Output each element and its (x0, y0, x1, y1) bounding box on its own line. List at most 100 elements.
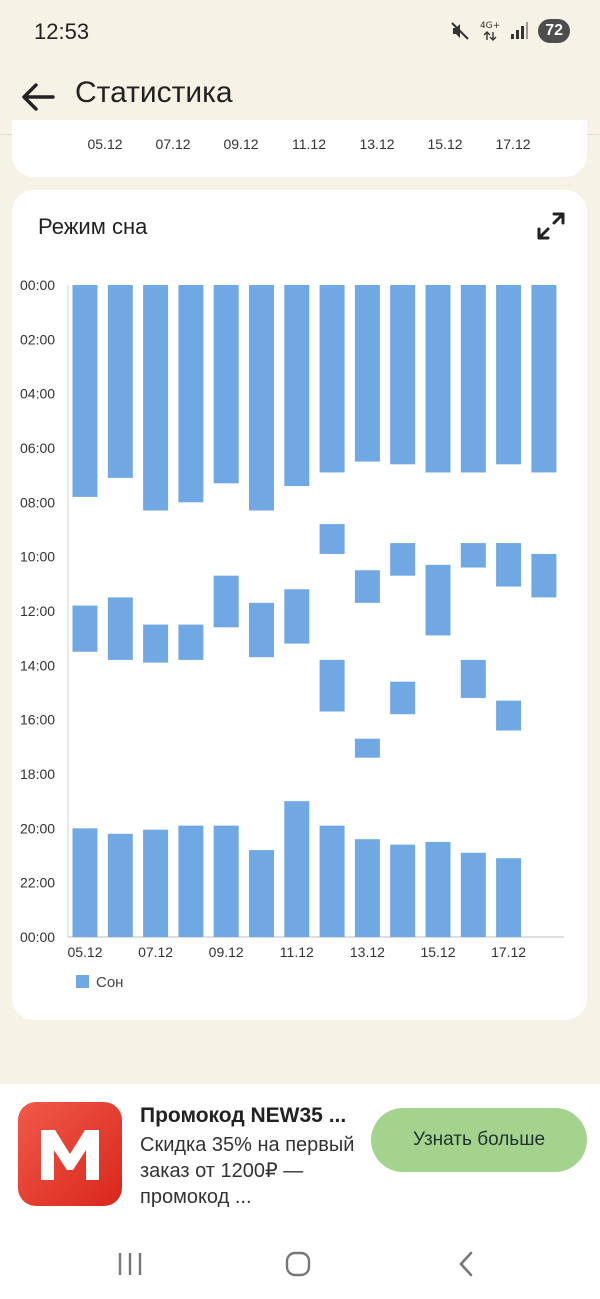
x-tick-label: 09.12 (209, 944, 244, 960)
ad-learn-more-button[interactable]: Узнать больше (371, 1108, 587, 1172)
arrow-left-icon (22, 83, 55, 111)
recent-apps-icon (118, 1253, 142, 1275)
back-nav-button[interactable] (446, 1247, 486, 1281)
sleep-bar (460, 852, 486, 937)
sleep-bar (354, 570, 380, 603)
network-icon: 4G+ (479, 20, 501, 41)
sleep-bar (496, 858, 522, 937)
sleep-bar (178, 285, 204, 503)
sleep-bar (107, 285, 133, 478)
sleep-bar (460, 543, 486, 568)
x-tick-label: 11.12 (280, 944, 314, 960)
sleep-card-title: Режим сна (38, 214, 148, 239)
sleep-bar (284, 801, 310, 937)
sleep-bar (178, 825, 204, 937)
previous-chart-card: 05.12 07.12 09.12 11.12 13.12 15.12 17.12 (12, 120, 587, 177)
previous-chart-x-label: 15.12 (427, 136, 463, 152)
legend-label: Сон (96, 974, 123, 991)
legend-swatch (76, 975, 89, 988)
y-tick-label: 08:00 (20, 494, 55, 510)
expand-button[interactable] (535, 210, 567, 242)
sleep-bar (213, 285, 239, 484)
sleep-bar (249, 285, 274, 511)
status-bar: 12:53 4G+ 72 (0, 0, 600, 62)
network-label: 4G+ (479, 20, 501, 31)
sleep-bar (425, 841, 451, 937)
sleep-bar (390, 543, 416, 576)
ad-logo[interactable] (18, 1102, 122, 1206)
sleep-bar (107, 833, 133, 937)
ad-title: Промокод NEW35 ... (140, 1104, 347, 1127)
sleep-bar (213, 575, 239, 628)
page-title: Статистика (75, 76, 233, 109)
sleep-bar (354, 738, 380, 758)
sleep-bar (72, 605, 98, 652)
home-icon (285, 1251, 311, 1277)
sleep-bar (354, 839, 380, 937)
m-logo-icon (41, 1130, 99, 1180)
expand-icon (537, 212, 565, 240)
sleep-bar (249, 850, 274, 937)
signal-icon (510, 22, 529, 40)
x-tick-label: 13.12 (350, 944, 385, 960)
sleep-bar (143, 285, 169, 511)
previous-chart-x-label: 11.12 (292, 136, 326, 152)
y-tick-label: 04:00 (20, 386, 55, 402)
sleep-bar (531, 285, 557, 473)
y-tick-label: 20:00 (20, 820, 55, 836)
recent-apps-button[interactable] (110, 1247, 150, 1281)
y-tick-label: 10:00 (20, 549, 55, 565)
sleep-bar (496, 543, 522, 587)
sleep-bar (319, 659, 345, 712)
sleep-bar (213, 825, 239, 937)
sleep-bar (178, 624, 204, 660)
back-button[interactable] (18, 77, 58, 117)
sleep-bar (425, 564, 451, 636)
sleep-bar (531, 553, 557, 598)
previous-chart-x-label: 09.12 (223, 136, 259, 152)
sleep-card: Режим сна 00:00 02:00 04:00 06:00 08:00 10:00… (12, 190, 587, 1020)
y-tick-label: 18:00 (20, 766, 55, 782)
sleep-bar (284, 589, 310, 644)
sleep-bar (390, 285, 416, 465)
y-tick-label: 22:00 (20, 875, 55, 891)
status-icons: 4G+ 72 (450, 19, 570, 43)
sleep-bar (496, 285, 522, 465)
ad-text: Скидка 35% на первый заказ от 1200₽ — пр… (140, 1134, 355, 1208)
status-time: 12:53 (34, 19, 90, 44)
y-tick-label: 12:00 (20, 603, 55, 619)
system-nav-bar (0, 1229, 600, 1299)
y-tick-label: 06:00 (20, 440, 55, 456)
sleep-bar (496, 700, 522, 731)
y-tick-label: 02:00 (20, 331, 55, 347)
sleep-bar (72, 828, 98, 937)
x-tick-label: 17.12 (491, 944, 526, 960)
y-tick-label: 16:00 (20, 712, 55, 728)
y-tick-label: 00:00 (20, 929, 55, 945)
sleep-bar (107, 597, 133, 660)
sleep-bar (390, 844, 416, 937)
previous-chart-x-label: 05.12 (87, 136, 123, 152)
previous-chart-x-labels: 05.12 07.12 09.12 11.12 13.12 15.12 17.12 (12, 136, 587, 156)
sleep-bar (319, 825, 345, 937)
sleep-bar (143, 624, 169, 663)
x-tick-label: 15.12 (420, 944, 455, 960)
sleep-bar (425, 285, 451, 473)
sleep-bar (390, 681, 416, 715)
sleep-bar (143, 829, 169, 937)
mute-icon (450, 21, 470, 41)
sleep-bar (72, 285, 98, 497)
y-tick-label: 00:00 (20, 277, 55, 293)
previous-chart-x-label: 17.12 (495, 136, 531, 152)
x-tick-label: 05.12 (67, 944, 102, 960)
sleep-bar (460, 659, 486, 698)
home-button[interactable] (278, 1247, 318, 1281)
previous-chart-x-label: 07.12 (155, 136, 191, 152)
ad-banner[interactable]: Промокод NEW35 ... Скидка 35% на первый … (0, 1084, 600, 1229)
chevron-left-icon (459, 1251, 473, 1277)
sleep-bar (460, 285, 486, 473)
sleep-bar (319, 524, 345, 554)
battery-badge: 72 (538, 19, 570, 43)
previous-chart-x-label: 13.12 (359, 136, 395, 152)
sleep-bar (319, 285, 345, 473)
